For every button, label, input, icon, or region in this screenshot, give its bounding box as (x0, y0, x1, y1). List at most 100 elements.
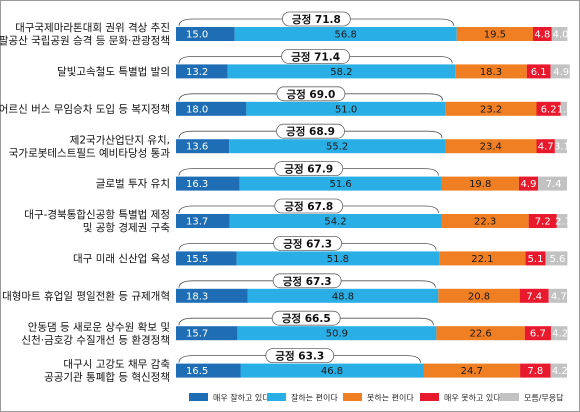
positive-badge (265, 348, 335, 364)
data-label: 51.8 (327, 254, 349, 265)
bar-segment (234, 27, 457, 41)
bar-segment (518, 176, 539, 191)
data-label: 22.1 (471, 254, 493, 265)
positive-total-label: 긍정 71.4 (291, 50, 340, 63)
category-label-line: 대구 미래 신산업 육성 (73, 252, 170, 265)
bar-segment (545, 251, 568, 266)
data-label: 56.8 (335, 30, 357, 41)
bar-segment (176, 326, 238, 341)
bar-segment (237, 326, 437, 341)
category-label-line: 대구국제마라톤대회 권위 격상 추진 (15, 21, 170, 34)
data-label: 15.5 (186, 254, 208, 265)
bar-row: 제2국가산업단지 유치, 국가로봇테스트필드 예비타당성 통과 긍정 68.9 13.… (9, 123, 570, 159)
data-label: 6.1 (531, 67, 547, 78)
bar-segment (560, 101, 567, 116)
bar-row: 달빛고속철도 특별법 발의 긍정 71.4 13.2 58.2 18.3 6.1 4.9 (57, 49, 570, 79)
bar-segment (536, 139, 555, 154)
data-label: 4.0 (553, 30, 569, 41)
data-label: 18.0 (186, 104, 208, 115)
category-label: 대구시 고강도 채무 감축 공공기관 통폐합 등 혁신정책 (44, 359, 170, 384)
data-label: 58.2 (330, 67, 352, 78)
bar-segment (548, 288, 567, 303)
category-label: 어르신 버스 무임승차 도입 등 복지정책 (0, 102, 170, 115)
data-label: 18.3 (186, 291, 208, 302)
bar-row: 대형마트 휴업일 평일전환 등 규제개혁 긍정 67.3 18.3 48.8 20.8 7… (2, 273, 567, 303)
legend-label: 못하는 편이다 (367, 393, 414, 403)
bar-segment (528, 214, 557, 228)
legend-swatch (343, 393, 362, 401)
data-label: 13.6 (186, 142, 208, 153)
category-label: 대구 미래 신산업 육성 (73, 252, 170, 265)
bar-segment (445, 139, 537, 154)
data-label: 6.2 (541, 104, 557, 115)
legend-swatch (267, 393, 286, 401)
bar-segment (441, 176, 519, 191)
category-label: 대구-경북통합신공항 특별법 제정 및 공항 경제권 구축 (24, 208, 170, 234)
positive-badge (276, 86, 346, 102)
data-label: 51.0 (335, 104, 357, 115)
category-label: 달빛고속철도 특별법 발의 (57, 66, 170, 78)
data-label: 54.2 (324, 217, 346, 228)
data-label: 20.8 (468, 291, 490, 302)
positive-badge (273, 235, 342, 251)
legend-item: 매우 못하고 있다 (420, 393, 501, 403)
bar-segment (520, 363, 551, 378)
bar-row: 대구국제마라톤대회 권위 격상 추진 팔공산 국립공원 승격 등 문화·관광정책 긍… (0, 11, 569, 47)
bar-segment (176, 27, 235, 41)
data-label: 4.9 (521, 179, 537, 190)
data-label: 23.2 (480, 104, 502, 115)
data-label: 48.8 (332, 291, 354, 302)
positive-total-label: 긍정 66.5 (282, 312, 331, 325)
data-label: 7.4 (546, 179, 562, 190)
data-label: 3.1 (554, 142, 570, 153)
category-label: 안동댐 등 새로운 상수원 확보 및 신천·금호강 수질개선 등 환경정책 (21, 320, 170, 346)
bar-segment (525, 251, 546, 266)
data-label: 13.2 (186, 67, 208, 78)
legend-label: 모름/무응답 (524, 393, 564, 403)
category-label: 대형마트 휴업일 평일전환 등 규제개혁 (2, 289, 170, 302)
bar-segment (176, 176, 240, 191)
positive-badge (274, 198, 344, 214)
bar-row: 대구시 고강도 채무 감축 공공기관 통폐합 등 혁신정책 긍정 63.3 16.5 4… (44, 348, 568, 384)
data-label: 6.7 (530, 329, 546, 340)
positive-badge (276, 123, 345, 139)
category-label-line: 어르신 버스 무임승차 도입 등 복지정책 (0, 102, 170, 115)
bar-segment (240, 363, 424, 378)
bar-segment (176, 363, 241, 378)
positive-total-label: 긍정 67.3 (283, 237, 332, 250)
positive-total-label: 긍정 68.9 (286, 125, 335, 138)
bar-segment (445, 101, 537, 116)
data-label: 16.3 (186, 179, 208, 190)
data-label: 7.4 (526, 291, 542, 302)
bar-segment (551, 27, 568, 41)
category-label-line: 신천·금호강 수질개선 등 환경정책 (21, 333, 170, 346)
data-label: 46.8 (321, 366, 343, 377)
data-label: 1.6 (557, 104, 573, 115)
data-label: 23.4 (480, 142, 502, 153)
bar-segment (247, 288, 439, 303)
bar-row: 대구-경북통합신공항 특별법 제정 및 공항 경제권 구축 긍정 67.8 13.7 5… (24, 198, 571, 234)
bar-segment (246, 101, 446, 116)
category-label-line: 글로벌 투자 유치 (96, 178, 170, 190)
bar-segment (554, 139, 567, 154)
bar-segment (227, 64, 456, 79)
data-label: 16.5 (186, 366, 208, 377)
category-label-line: 국가로봇테스트필드 예비타당성 통과 (9, 146, 171, 159)
positive-total-label: 긍정 69.0 (286, 88, 335, 101)
positive-badge (272, 273, 342, 289)
positive-total-label: 긍정 67.9 (284, 163, 333, 176)
data-label: 55.2 (326, 142, 348, 153)
bar-segment (176, 288, 248, 303)
bar-segment (536, 101, 561, 116)
bar-segment (550, 64, 570, 79)
bar-row: 어르신 버스 무임승차 도입 등 복지정책 긍정 69.0 18.0 51.0 23.2… (0, 86, 573, 116)
positive-badge (281, 49, 350, 64)
legend-swatch (500, 393, 519, 401)
category-label-line: 팔공산 국립공원 승격 등 문화·관광정책 (0, 34, 170, 47)
positive-total-label: 긍정 67.3 (283, 275, 332, 288)
bar-segment (538, 176, 567, 191)
data-label: 7.8 (527, 366, 543, 377)
bar-segment (239, 176, 442, 191)
bar-segment (526, 64, 551, 79)
data-label: 22.6 (469, 329, 491, 340)
